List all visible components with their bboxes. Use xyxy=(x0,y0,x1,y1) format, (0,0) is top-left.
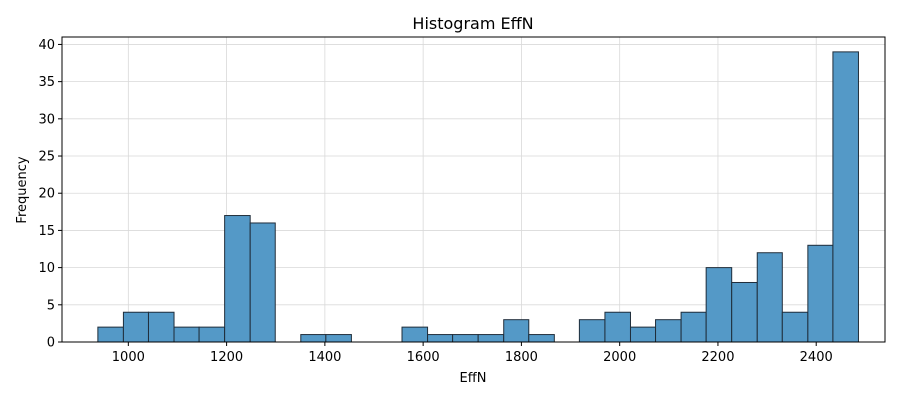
bars-layer xyxy=(97,51,859,343)
x-tick-label: 1200 xyxy=(210,350,243,365)
y-tick-label: 20 xyxy=(38,187,55,202)
x-tick-label: 1800 xyxy=(505,350,538,365)
histogram-bar xyxy=(655,319,682,343)
histogram-bar xyxy=(578,319,606,343)
grid-layer xyxy=(62,37,885,343)
y-tick-label: 10 xyxy=(38,261,55,276)
histogram-bar xyxy=(680,311,707,343)
x-tick-label: 2000 xyxy=(603,350,636,365)
x-axis-label: EffN xyxy=(460,371,487,386)
histogram-bar xyxy=(173,326,200,343)
histogram-bar xyxy=(300,334,327,343)
x-tick-label: 1000 xyxy=(112,350,145,365)
y-tick-label: 5 xyxy=(47,298,55,313)
histogram-bar xyxy=(604,311,631,343)
histogram-bar xyxy=(705,267,733,343)
histogram-bar xyxy=(427,334,454,343)
x-tick-label: 2200 xyxy=(701,350,734,365)
histogram-bar xyxy=(147,311,175,343)
y-tick-label: 0 xyxy=(47,336,55,351)
x-tick-label: 1600 xyxy=(407,350,440,365)
y-axis-label: Frequency xyxy=(15,156,30,223)
histogram-bar xyxy=(249,222,276,343)
histogram-bar xyxy=(122,311,149,343)
histogram-bar xyxy=(325,334,352,343)
x-tick-label: 2400 xyxy=(800,350,833,365)
y-tick-label: 15 xyxy=(38,224,55,239)
histogram-bar xyxy=(756,252,783,343)
histogram-bar xyxy=(198,326,226,343)
chart-title: Histogram EffN xyxy=(412,14,533,33)
histogram-bar xyxy=(832,51,859,343)
histogram-bar xyxy=(452,334,479,343)
histogram-bar xyxy=(807,244,834,343)
y-tick-label: 25 xyxy=(38,150,55,165)
y-axis: 0 5 10 15 20 25 30 35 40 xyxy=(38,38,62,351)
histogram-bar xyxy=(528,334,555,343)
y-tick-label: 40 xyxy=(38,38,55,53)
histogram-bar xyxy=(401,326,429,343)
y-tick-label: 30 xyxy=(38,112,55,127)
histogram-bar xyxy=(503,319,530,343)
plot-frame xyxy=(61,36,886,343)
histogram-bar xyxy=(224,215,251,343)
histogram-bar xyxy=(629,326,657,343)
histogram-bar xyxy=(731,281,758,343)
histogram-bar xyxy=(781,311,809,343)
histogram-bar xyxy=(97,326,124,343)
histogram-bar xyxy=(477,334,505,343)
x-tick-label: 1400 xyxy=(308,350,341,365)
x-axis: 1000 1200 1400 1600 1800 2000 2200 2400 xyxy=(112,342,833,365)
y-tick-label: 35 xyxy=(38,75,55,90)
